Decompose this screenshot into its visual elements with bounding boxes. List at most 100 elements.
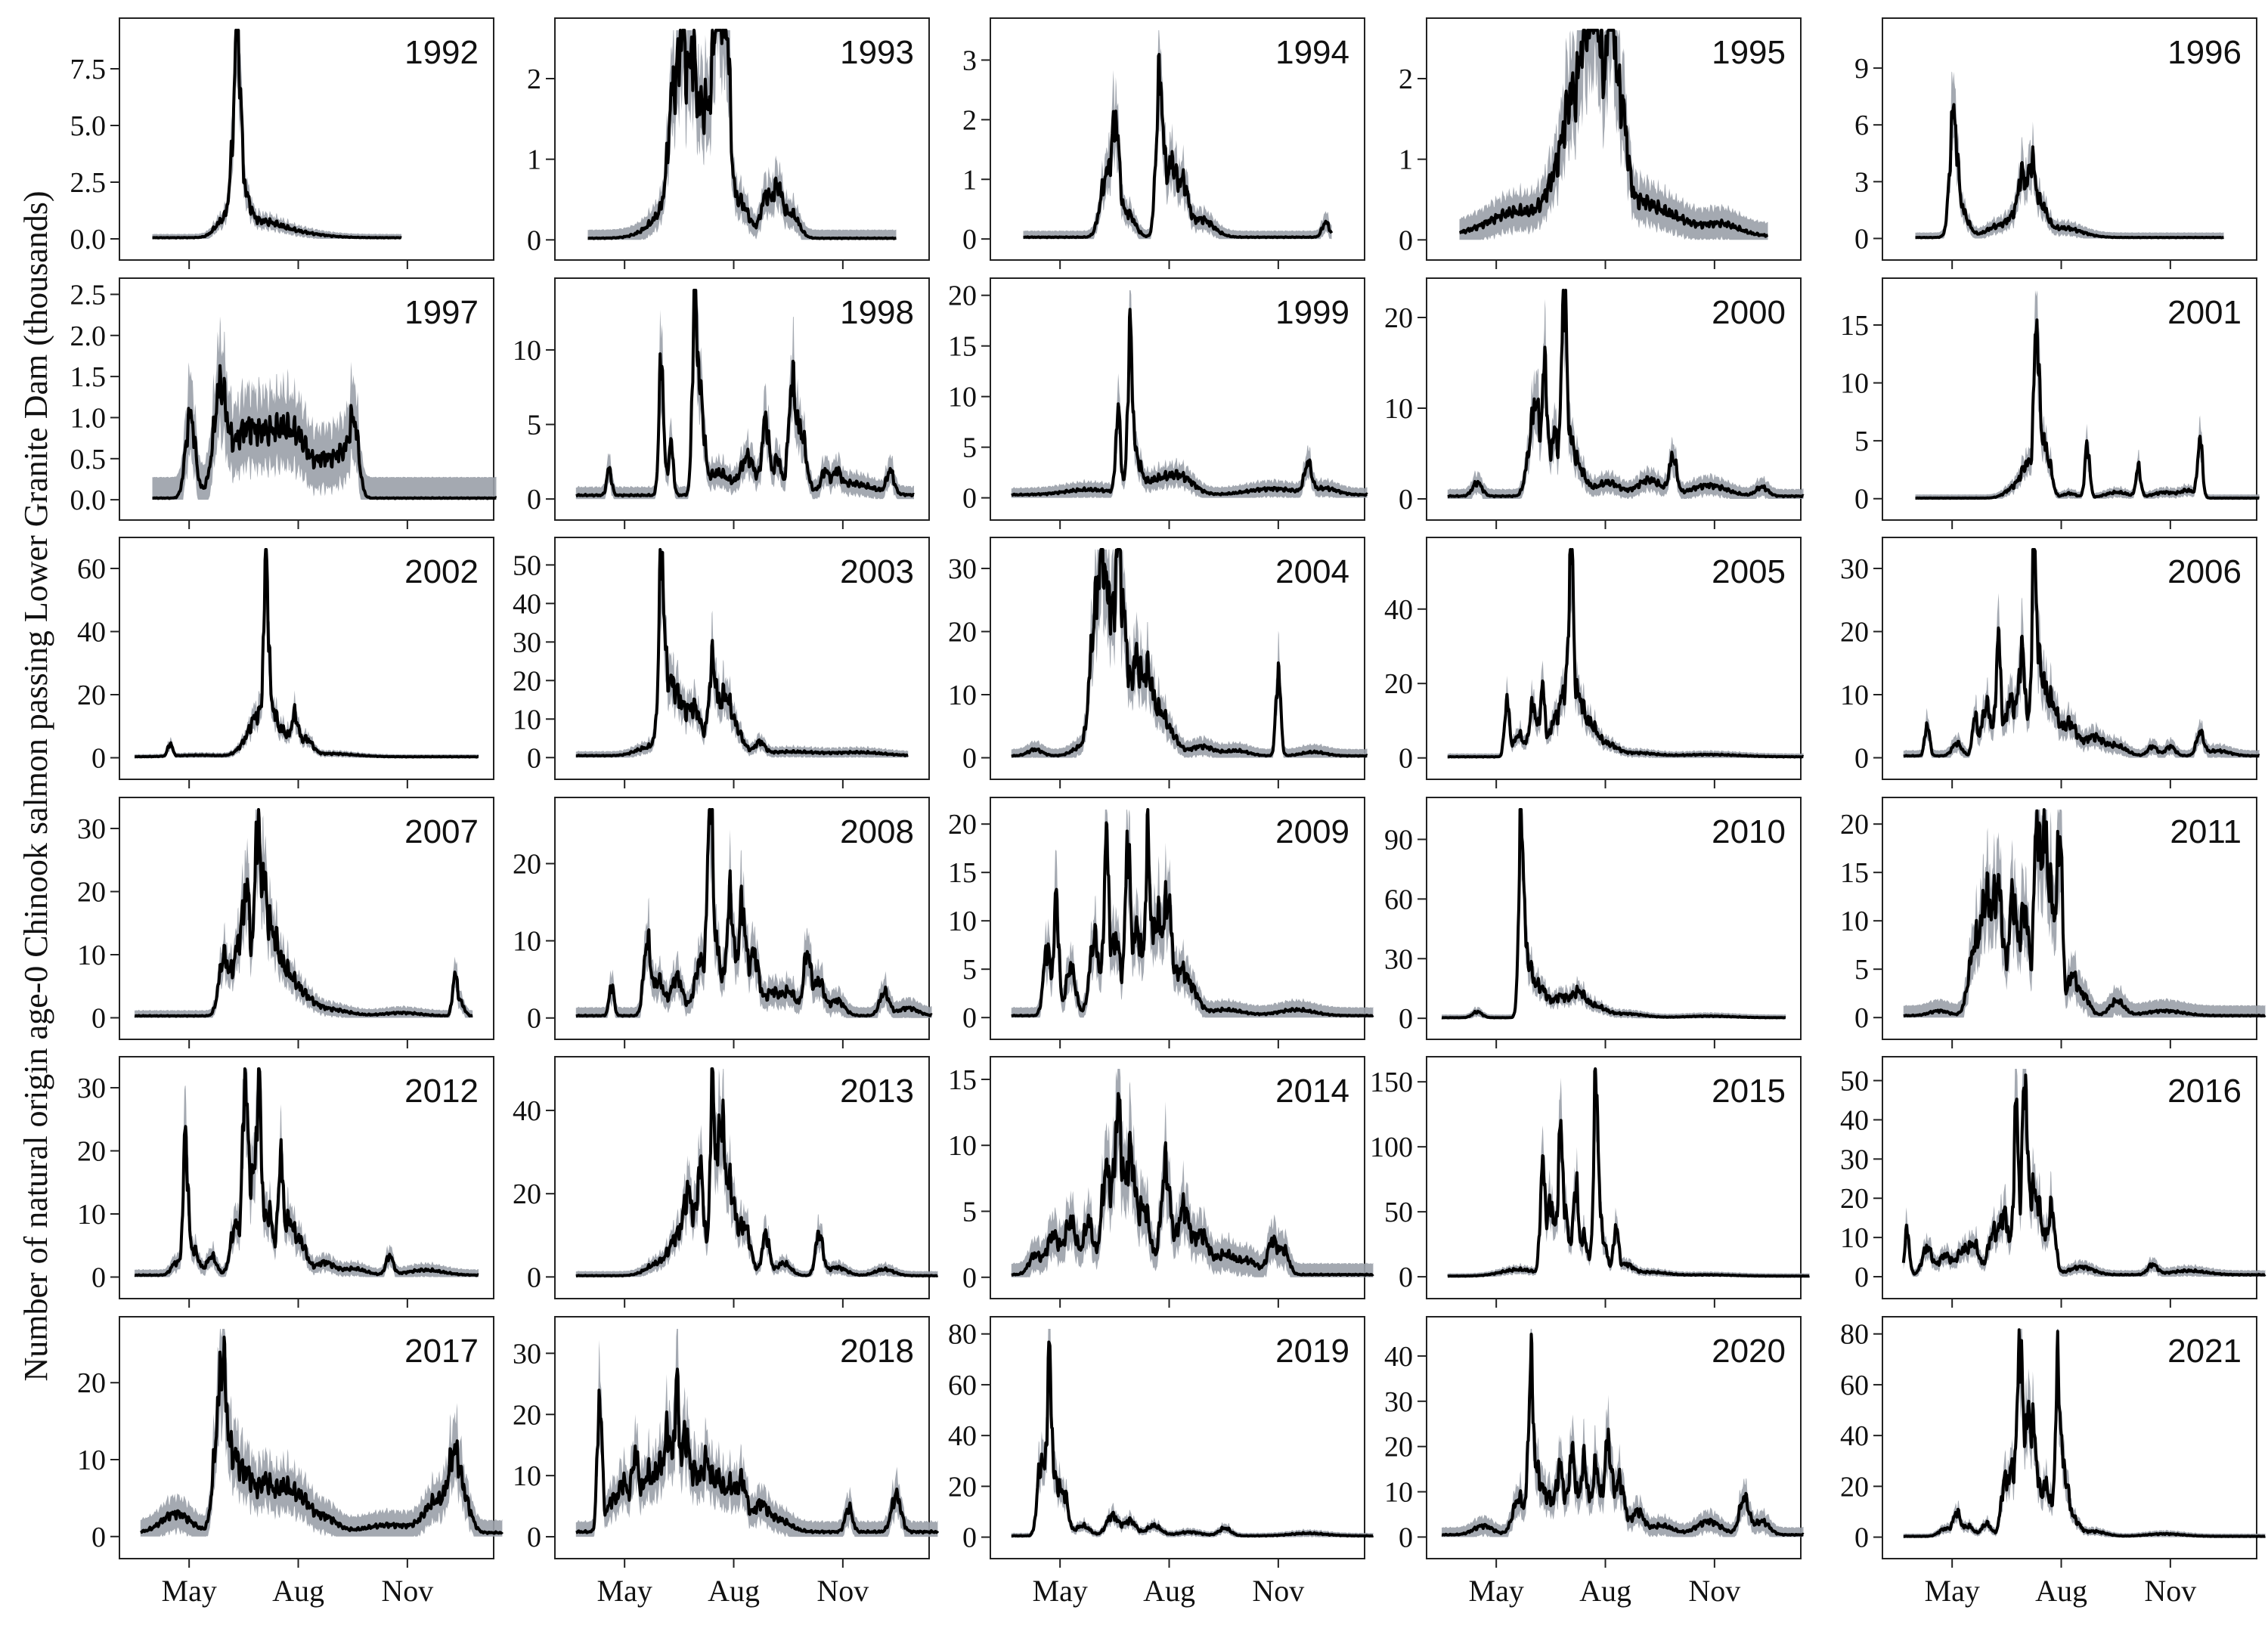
y-tick-label: 1.5: [70, 361, 107, 393]
y-tick-label: 0: [1854, 742, 1869, 774]
panel-year-label: 2003: [840, 553, 914, 590]
uncertainty-band: [1903, 810, 2266, 1018]
series-line: [133, 808, 474, 1018]
uncertainty-band: [1915, 71, 2224, 239]
series-line: [1446, 548, 1805, 759]
panel-1993: 0 1 2 1993: [527, 17, 930, 269]
y-tick-label: 40: [1840, 1104, 1869, 1136]
panel-frame: [119, 277, 494, 521]
panel-frame: [1882, 537, 2257, 780]
y-tick-label: 30: [948, 553, 977, 585]
panel-year-label: 1996: [2167, 34, 2242, 71]
panel-frame: [990, 17, 1365, 261]
y-tick-label: 0: [962, 1522, 977, 1554]
y-tick-label: 0: [91, 1522, 106, 1553]
y-tick-label: 15: [948, 857, 977, 889]
y-tick-label: 10: [77, 1444, 106, 1476]
y-tick-label: 10: [513, 1460, 541, 1492]
y-tick-label: 0: [1854, 223, 1869, 255]
panel-frame: [119, 17, 494, 261]
uncertainty-band: [575, 810, 932, 1018]
y-tick-label: 0: [527, 742, 541, 774]
x-tick-label: Aug: [708, 1574, 760, 1608]
y-tick-label: 2.0: [70, 320, 107, 352]
y-tick-label: 30: [513, 627, 541, 658]
panel-2006: 0 10 20 30 2006: [1840, 537, 2260, 788]
panel-2018: 0 10 20 30 May Aug Nov 2018: [513, 1316, 940, 1608]
series-line: [1458, 29, 1769, 238]
y-tick-label: 10: [77, 940, 106, 971]
y-tick-label: 3: [962, 45, 977, 76]
y-tick-label: 15: [948, 331, 977, 363]
y-tick-label: 40: [1384, 1341, 1413, 1373]
y-tick-label: 0.0: [70, 224, 107, 255]
y-tick-label: 20: [513, 1178, 541, 1210]
y-tick-label: 0: [962, 224, 977, 255]
y-tick-label: 30: [1840, 553, 1869, 585]
panel-year-label: 2018: [840, 1333, 914, 1370]
panel-2011: 0 5 10 15 20 2011: [1840, 797, 2266, 1048]
panel-frame: [119, 1056, 494, 1299]
y-tick-label: 10: [1840, 1222, 1869, 1254]
panel-year-label: 2002: [404, 553, 479, 590]
y-tick-label: 30: [77, 1073, 106, 1104]
series-line: [133, 1067, 480, 1277]
panel-year-label: 2005: [1712, 553, 1786, 590]
y-tick-label: 50: [1840, 1066, 1869, 1098]
y-tick-label: 30: [1384, 943, 1413, 975]
y-tick-label: 20: [1840, 1183, 1869, 1215]
y-tick-label: 30: [1840, 1144, 1869, 1175]
y-tick-label: 5: [1854, 426, 1869, 457]
y-tick-label: 20: [77, 1367, 106, 1399]
panel-frame: [554, 537, 930, 780]
panel-year-label: 2007: [404, 813, 479, 850]
y-tick-label: 10: [948, 680, 977, 711]
y-tick-label: 0: [962, 742, 977, 774]
x-tick-label: Nov: [2144, 1574, 2196, 1608]
y-tick-label: 0.5: [70, 444, 107, 475]
y-tick-label: 3: [1854, 166, 1869, 198]
series-line: [575, 808, 933, 1018]
panel-1995: 0 1 2 1995: [1399, 17, 1802, 269]
panel-year-label: 1999: [1275, 294, 1349, 331]
y-tick-label: 2: [527, 63, 541, 95]
panel-frame: [554, 17, 930, 261]
y-tick-label: 0: [1854, 1262, 1869, 1293]
y-tick-label: 90: [1384, 824, 1413, 856]
y-tick-label: 5: [962, 432, 977, 464]
x-tick-label: Aug: [272, 1574, 324, 1608]
panel-year-label: 1993: [840, 34, 914, 71]
y-tick-label: 40: [513, 588, 541, 620]
panel-year-label: 2017: [404, 1333, 479, 1370]
panel-frame: [1426, 537, 1802, 780]
series-line: [575, 289, 916, 498]
y-tick-label: 5: [962, 1197, 977, 1228]
y-tick-label: 1.0: [70, 402, 107, 434]
y-tick-label: 0: [962, 483, 977, 515]
panel-frame: [1426, 17, 1802, 261]
y-tick-label: 20: [513, 1399, 541, 1431]
series-line: [151, 29, 403, 240]
y-tick-label: 20: [77, 680, 106, 711]
panel-2003: 0 10 20 30 40 50 2003: [513, 537, 930, 788]
x-tick-label: Nov: [816, 1574, 869, 1608]
y-tick-label: 10: [1384, 393, 1413, 425]
panel-year-label: 2001: [2167, 294, 2242, 331]
y-tick-label: 100: [1370, 1132, 1413, 1163]
panel-2002: 0 20 40 60 2002: [77, 537, 494, 788]
panel-frame: [1882, 1316, 2257, 1559]
series-line: [133, 548, 480, 759]
y-tick-label: 1: [527, 144, 541, 176]
y-tick-label: 40: [513, 1095, 541, 1127]
y-tick-label: 0.0: [70, 485, 107, 516]
y-tick-label: 2.5: [70, 279, 107, 311]
y-tick-label: 20: [1384, 668, 1413, 700]
series-line: [1446, 1067, 1811, 1278]
y-tick-label: 0: [91, 742, 106, 774]
y-tick-label: 20: [513, 848, 541, 880]
y-tick-label: 0: [962, 1002, 977, 1034]
panel-year-label: 1994: [1275, 34, 1349, 71]
y-tick-label: 20: [948, 1471, 977, 1503]
y-tick-label: 0: [1854, 1002, 1869, 1034]
panel-2005: 0 20 40 2005: [1384, 537, 1805, 788]
